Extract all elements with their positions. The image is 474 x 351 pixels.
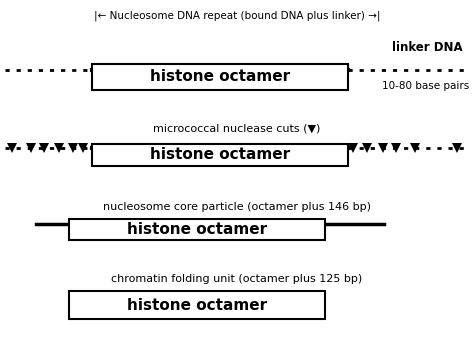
Text: nucleosome core particle (octamer plus 146 bp): nucleosome core particle (octamer plus 1… xyxy=(103,202,371,212)
Bar xyxy=(92,64,348,90)
Bar xyxy=(69,219,325,240)
Text: 10-80 base pairs: 10-80 base pairs xyxy=(382,81,469,91)
Text: micrococcal nuclease cuts (▼): micrococcal nuclease cuts (▼) xyxy=(153,123,321,133)
Text: chromatin folding unit (octamer plus 125 bp): chromatin folding unit (octamer plus 125… xyxy=(111,274,363,284)
Bar xyxy=(69,291,325,319)
Text: histone octamer: histone octamer xyxy=(127,222,267,237)
Text: histone octamer: histone octamer xyxy=(150,69,291,84)
Text: histone octamer: histone octamer xyxy=(127,298,267,313)
Text: |← Nucleosome DNA repeat (bound DNA plus linker) →|: |← Nucleosome DNA repeat (bound DNA plus… xyxy=(94,11,380,21)
Bar xyxy=(92,144,348,166)
Text: histone octamer: histone octamer xyxy=(150,147,291,162)
Text: linker DNA: linker DNA xyxy=(392,41,462,54)
